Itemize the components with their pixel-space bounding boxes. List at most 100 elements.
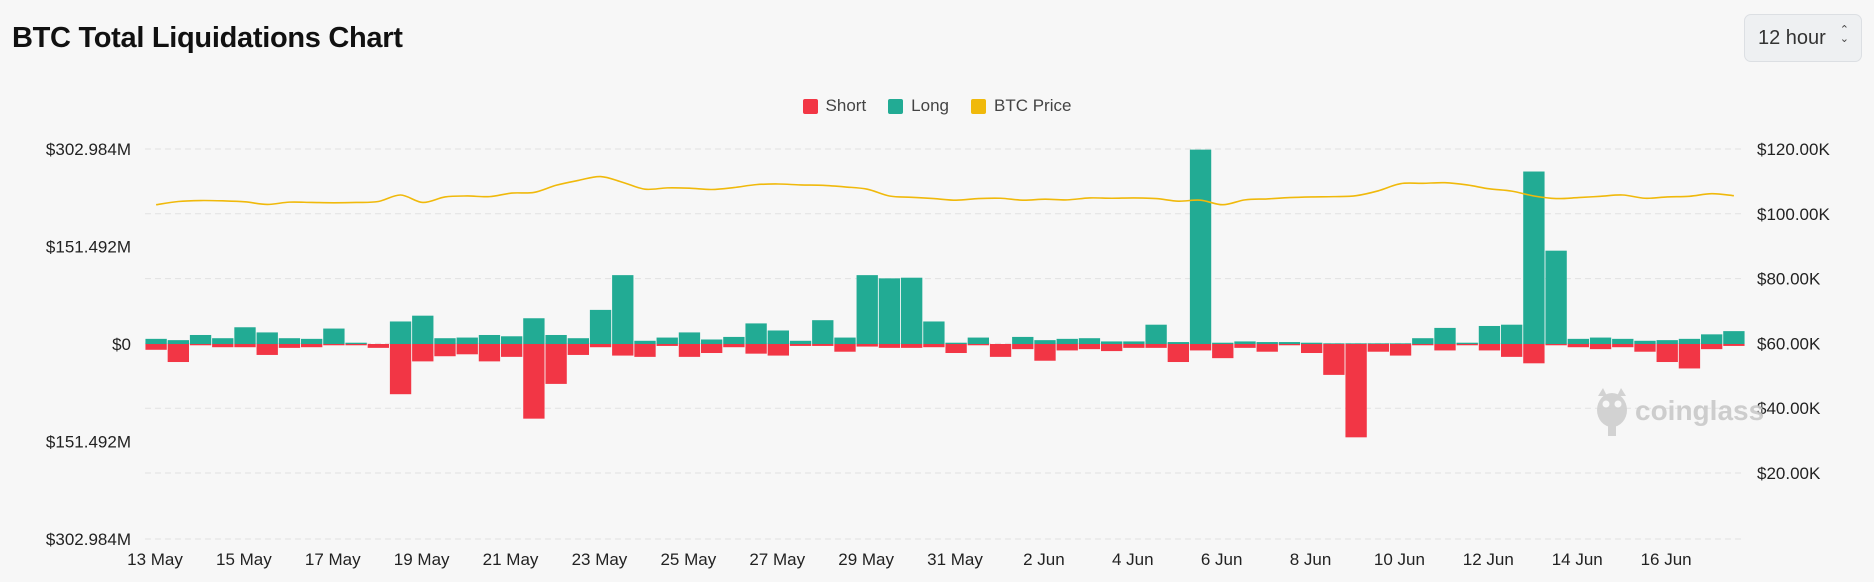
left-axis-tick-label: $302.984M (46, 140, 131, 159)
short-bar (301, 344, 323, 348)
watermark: coinglass (1597, 388, 1764, 436)
long-bar (501, 336, 523, 344)
long-bar (1167, 342, 1189, 344)
short-bar (1523, 344, 1545, 364)
short-bar (145, 344, 167, 350)
legend-swatch-btc-price (971, 98, 986, 114)
short-bar (767, 344, 789, 356)
short-bar (501, 344, 523, 357)
short-bar (1412, 344, 1434, 346)
short-bar (1101, 344, 1123, 352)
short-bar (1234, 344, 1256, 348)
short-bar (634, 344, 656, 357)
long-bar (701, 339, 723, 344)
short-bar (812, 344, 834, 346)
x-axis-tick-label: 12 Jun (1463, 550, 1514, 569)
x-axis: 13 May 15 May 17 May 19 May 21 May 23 May 25 M… (127, 550, 1692, 569)
right-axis-tick-label: $60.00K (1757, 334, 1821, 353)
legend-item-btc-price[interactable]: BTC Price (971, 96, 1071, 116)
short-bar (1167, 344, 1189, 363)
short-bar (367, 344, 389, 348)
long-bar (812, 320, 834, 344)
short-bar (1456, 344, 1478, 346)
long-bar (389, 321, 412, 344)
short-bar (523, 344, 545, 419)
right-axis-tick-label: $100.00K (1757, 205, 1830, 224)
long-bar (1589, 337, 1612, 344)
x-axis-tick-label: 17 May (305, 550, 361, 569)
short-bar (678, 344, 701, 357)
short-bar (745, 344, 767, 354)
interval-select[interactable]: 12 hour ⌃ ⌄ (1744, 14, 1862, 62)
right-axis-tick-label: $120.00K (1757, 140, 1830, 159)
long-bar (856, 275, 878, 344)
long-bar (589, 309, 612, 344)
long-bar (1501, 324, 1523, 344)
short-bar (989, 344, 1012, 357)
long-bar (678, 332, 701, 344)
left-axis-tick-label: $151.492M (46, 433, 131, 452)
short-bar (278, 344, 301, 348)
short-bar (456, 344, 478, 355)
short-bar (1123, 344, 1145, 348)
x-axis-tick-label: 29 May (838, 550, 894, 569)
short-bar (1323, 344, 1345, 375)
short-bar (1634, 344, 1656, 352)
right-axis-tick-label: $80.00K (1757, 270, 1821, 289)
x-axis-tick-label: 23 May (572, 550, 628, 569)
btc-price-line (155, 175, 1734, 206)
legend-swatch-short (802, 98, 818, 114)
left-axis: $302.984M $151.492M $0 $151.492M $302.984M (46, 140, 131, 549)
short-bar (1612, 344, 1634, 348)
x-axis-tick-label: 8 Jun (1290, 550, 1332, 569)
legend-swatch-long (888, 98, 904, 114)
short-bar (167, 344, 189, 363)
x-axis-tick-label: 4 Jun (1112, 550, 1154, 569)
short-bar (1212, 344, 1234, 359)
legend-item-short[interactable]: Short (802, 96, 866, 116)
short-bar (1278, 344, 1301, 346)
right-axis-tick-label: $40.00K (1757, 399, 1821, 418)
x-axis-tick-label: 14 Jun (1552, 550, 1603, 569)
long-bar (1034, 340, 1056, 344)
short-bar (567, 344, 589, 355)
short-bar (1145, 344, 1167, 348)
long-bar (1101, 341, 1123, 344)
chevron-updown-icon: ⌃ ⌄ (1839, 24, 1849, 45)
short-bar (1723, 344, 1745, 346)
x-axis-tick-label: 21 May (483, 550, 539, 569)
long-bar (145, 338, 167, 344)
long-bar (1301, 342, 1323, 344)
long-bar (1012, 336, 1034, 344)
long-bar (412, 315, 434, 344)
long-bar (901, 277, 923, 344)
long-bar (1256, 342, 1278, 344)
long-bar (345, 342, 367, 344)
x-axis-tick-label: 10 Jun (1374, 550, 1425, 569)
long-bar (1434, 327, 1456, 344)
long-bar (189, 334, 212, 344)
short-bar (878, 344, 901, 348)
watermark-text: coinglass (1635, 395, 1764, 426)
right-axis-tick-label: $20.00K (1757, 464, 1821, 483)
short-bar (1545, 344, 1567, 346)
long-bar (1723, 331, 1745, 344)
x-axis-tick-label: 25 May (660, 550, 716, 569)
long-bar (1545, 250, 1567, 344)
left-axis-tick-label: $302.984M (46, 530, 131, 549)
short-bar (434, 344, 456, 357)
long-bar (878, 278, 901, 344)
short-bar (1701, 344, 1723, 350)
legend-item-long[interactable]: Long (888, 96, 949, 116)
x-axis-tick-label: 16 Jun (1641, 550, 1692, 569)
long-bar (723, 336, 745, 344)
x-axis-tick-label: 31 May (927, 550, 983, 569)
short-bar (1367, 344, 1389, 352)
long-bar (1323, 343, 1345, 344)
long-bar (1567, 338, 1589, 344)
short-bar (1478, 344, 1501, 351)
long-bar (1234, 341, 1256, 344)
short-bar (1589, 344, 1612, 350)
long-bar (745, 323, 767, 344)
long-bar (1278, 342, 1301, 344)
